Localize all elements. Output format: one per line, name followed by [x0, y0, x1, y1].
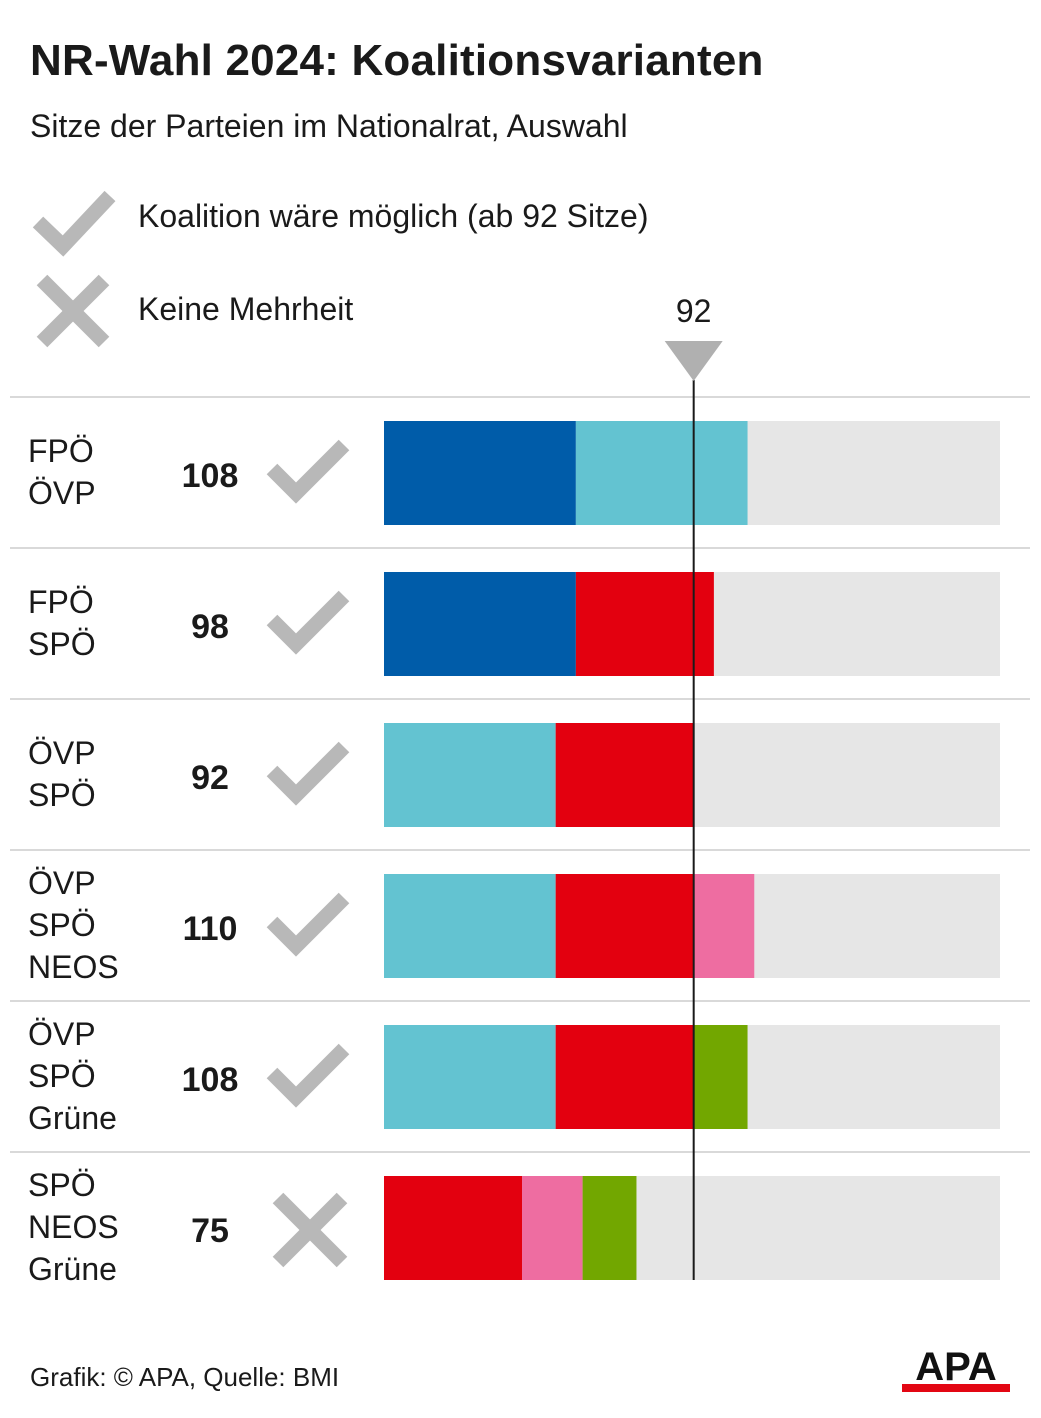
check-icon	[266, 590, 350, 655]
majority-marker	[664, 341, 723, 381]
apa-logo: APA	[902, 1345, 1010, 1392]
cross-icon	[272, 1192, 348, 1268]
seat-total: 98	[191, 608, 229, 646]
party-label: NEOS	[28, 1209, 119, 1245]
bar-segment-neos	[693, 874, 755, 978]
bar-segment-spö	[384, 1176, 523, 1280]
party-label: SPÖ	[28, 626, 96, 662]
chart-title: NR-Wahl 2024: Koalitionsvarianten	[30, 36, 764, 85]
bar-segment-spö	[555, 1025, 694, 1129]
bar-segment-övp	[575, 421, 748, 525]
majority-label: 92	[676, 293, 712, 329]
seat-total: 92	[191, 759, 229, 797]
bar-segment-fpö	[384, 421, 576, 525]
party-label: NEOS	[28, 949, 119, 985]
party-label: SPÖ	[28, 1058, 96, 1094]
check-icon	[266, 892, 350, 957]
party-label: Grüne	[28, 1251, 117, 1287]
bar-segment-övp	[384, 874, 556, 978]
party-label: ÖVP	[28, 1016, 96, 1052]
party-label: FPÖ	[28, 433, 94, 469]
bar-segment-spö	[555, 874, 694, 978]
bar-segment-grüne	[693, 1025, 748, 1129]
legend-possible-label: Koalition wäre möglich (ab 92 Sitze)	[138, 198, 649, 234]
party-label: SPÖ	[28, 777, 96, 813]
check-icon	[266, 1043, 350, 1108]
bar-segment-övp	[384, 1025, 556, 1129]
party-label: ÖVP	[28, 865, 96, 901]
bar-segment-fpö	[384, 572, 576, 676]
bar-segment-spö	[575, 572, 714, 676]
check-icon	[266, 439, 350, 504]
seat-total: 108	[182, 1061, 239, 1099]
cross-icon	[36, 274, 110, 348]
source-footer: Grafik: © APA, Quelle: BMI	[30, 1362, 340, 1392]
party-label: ÖVP	[28, 475, 96, 511]
party-label: ÖVP	[28, 735, 96, 771]
svg-text:APA: APA	[915, 1345, 996, 1389]
bar-segment-spö	[555, 723, 694, 827]
seat-total: 110	[183, 910, 238, 948]
coalition-chart: FPÖ ÖVP 108 FPÖ SPÖ 98 ÖVP SPÖ 92 ÖVP SPÖ NEOS 110 ÖV…	[10, 293, 1030, 1287]
party-label: SPÖ	[28, 907, 96, 943]
bar-segment-grüne	[582, 1176, 637, 1280]
legend-no-majority-label: Keine Mehrheit	[138, 291, 354, 327]
party-label: SPÖ	[28, 1167, 96, 1203]
chart-subtitle: Sitze der Parteien im Nationalrat, Auswa…	[30, 108, 628, 144]
bar-segment-neos	[522, 1176, 583, 1280]
bar-segment-övp	[384, 723, 556, 827]
party-label: Grüne	[28, 1100, 117, 1136]
seat-total: 108	[182, 457, 239, 495]
check-icon	[32, 190, 116, 257]
party-label: FPÖ	[28, 584, 94, 620]
seat-total: 75	[191, 1212, 229, 1250]
check-icon	[266, 741, 350, 806]
